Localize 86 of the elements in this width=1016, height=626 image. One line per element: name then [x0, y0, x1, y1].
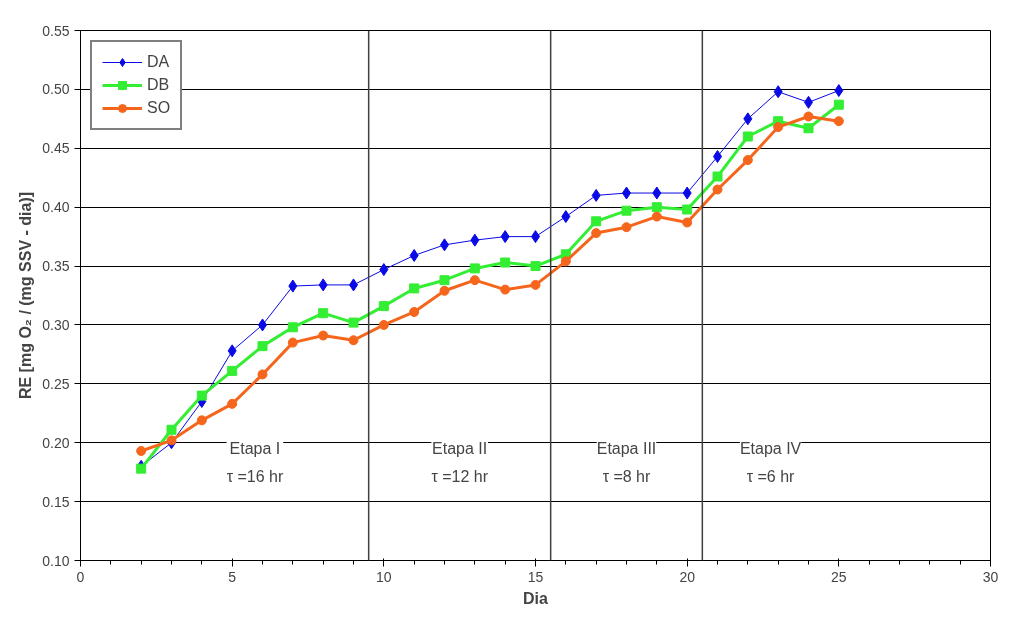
- y-tick-label: 0.40: [42, 199, 70, 216]
- point: [379, 263, 389, 277]
- y-tick-label: 0.20: [42, 434, 70, 451]
- point: [712, 184, 723, 195]
- point: [773, 122, 784, 133]
- y-tick-label: 0.30: [42, 316, 70, 333]
- point: [500, 230, 510, 244]
- point: [682, 186, 692, 200]
- point: [257, 369, 268, 380]
- point: [591, 188, 601, 202]
- point: [136, 445, 147, 456]
- point: [409, 307, 420, 317]
- point: [287, 322, 298, 333]
- point: [621, 205, 632, 216]
- legend-label: DB: [147, 76, 170, 94]
- point: [318, 278, 328, 292]
- point: [318, 308, 329, 319]
- x-tick-label: 5: [228, 568, 237, 585]
- point: [196, 415, 207, 426]
- point: [318, 330, 329, 341]
- y-tick-label: 0.15: [42, 493, 70, 510]
- point: [348, 317, 359, 328]
- annotation: Etapa III τ =8 hr: [596, 440, 657, 485]
- point: [561, 210, 571, 224]
- point: [500, 284, 511, 295]
- point: [469, 263, 480, 274]
- point: [409, 283, 420, 294]
- point: [712, 171, 723, 182]
- annotation: Etapa IV τ =6 hr: [739, 440, 802, 485]
- y-axis-title: RE [mg O₂ / (mg SSV - dia)]: [17, 191, 35, 400]
- point: [530, 279, 541, 290]
- point: [743, 112, 753, 126]
- x-tick-label: 20: [679, 568, 696, 585]
- point: [833, 99, 844, 110]
- x-axis-title: Dia: [523, 589, 549, 607]
- point: [257, 341, 268, 352]
- point: [227, 398, 238, 409]
- point: [591, 228, 602, 239]
- point: [682, 217, 693, 228]
- y-tick-label: 0.35: [42, 258, 70, 275]
- point: [591, 216, 602, 227]
- x-tick-label: 30: [982, 568, 999, 585]
- x-tick-label: 10: [376, 568, 392, 585]
- x-tick-label: 15: [527, 568, 544, 585]
- point: [652, 186, 662, 200]
- point: [227, 344, 237, 358]
- point: [682, 204, 693, 215]
- point: [409, 248, 419, 262]
- point: [378, 301, 389, 312]
- point: [439, 285, 450, 296]
- y-tick-label: 0.50: [42, 81, 70, 98]
- point: [439, 275, 450, 286]
- point: [378, 319, 389, 330]
- y-tick-label: 0.10: [42, 552, 70, 569]
- point: [166, 435, 177, 446]
- point: [470, 233, 480, 247]
- point: [348, 335, 359, 346]
- point: [742, 155, 753, 166]
- annotation: Etapa II τ =12 hr: [431, 440, 489, 485]
- annotation: Etapa I τ =16 hr: [226, 440, 284, 485]
- point: [288, 279, 298, 293]
- point: [651, 202, 662, 213]
- x-tick-label: 0: [76, 568, 85, 585]
- y-tick-label: 0.25: [42, 375, 70, 392]
- x-tick-label: 25: [831, 568, 847, 585]
- point: [742, 131, 753, 142]
- point: [834, 84, 844, 98]
- legend-label: SO: [147, 99, 171, 117]
- y-tick-label: 0.45: [42, 140, 70, 157]
- point: [833, 116, 844, 127]
- point: [803, 111, 814, 122]
- point: [621, 222, 632, 233]
- legend-label: DA: [147, 53, 170, 71]
- point: [803, 123, 814, 134]
- point: [469, 275, 480, 286]
- point: [227, 365, 238, 376]
- point: [560, 256, 571, 267]
- point: [530, 261, 541, 272]
- point: [773, 85, 783, 99]
- point: [287, 337, 298, 348]
- point: [651, 211, 662, 222]
- point: [136, 463, 147, 474]
- point: [500, 257, 511, 268]
- y-tick-label: 0.55: [42, 22, 70, 39]
- point: [166, 424, 177, 435]
- point: [196, 390, 207, 401]
